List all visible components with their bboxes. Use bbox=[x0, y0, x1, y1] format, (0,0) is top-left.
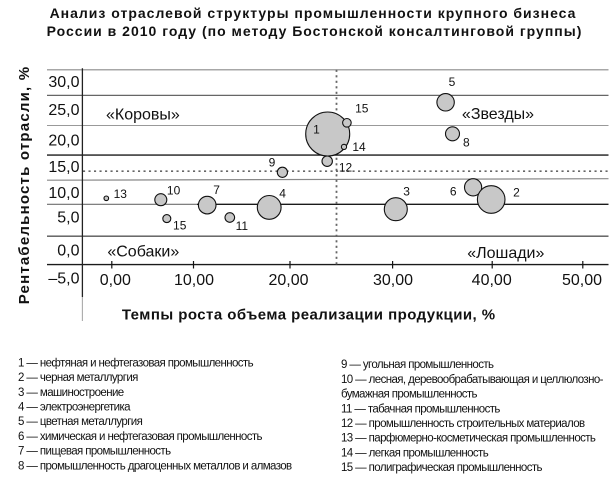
svg-text:3 — машиностроение: 3 — машиностроение bbox=[18, 387, 124, 399]
svg-text:9: 9 bbox=[269, 156, 276, 170]
svg-text:бумажная промышленность: бумажная промышленность bbox=[341, 389, 478, 401]
svg-text:4: 4 bbox=[279, 187, 286, 201]
svg-text:15: 15 bbox=[173, 218, 187, 232]
svg-text:50,00: 50,00 bbox=[562, 272, 602, 289]
svg-text:Анализ отраслевой структуры пр: Анализ отраслевой структуры промышленнос… bbox=[50, 5, 577, 21]
svg-text:11 — табачная промышленность: 11 — табачная промышленность bbox=[341, 403, 500, 415]
svg-text:30,0: 30,0 bbox=[48, 74, 79, 91]
svg-text:12 — промышленность строительн: 12 — промышленность строительных материа… bbox=[341, 418, 585, 430]
svg-text:15 — полиграфическая промышлен: 15 — полиграфическая промышленность bbox=[341, 462, 543, 474]
svg-text:8: 8 bbox=[463, 135, 470, 149]
svg-text:9 — угольная промышленность: 9 — угольная промышленность bbox=[341, 359, 494, 371]
svg-text:Темпы роста объема реализации: Темпы роста объема реализации продукции,… bbox=[122, 307, 496, 324]
svg-text:7 — пищевая промышленность: 7 — пищевая промышленность bbox=[18, 446, 171, 458]
svg-text:10,0: 10,0 bbox=[48, 185, 79, 202]
svg-text:10: 10 bbox=[167, 184, 181, 198]
svg-text:Рентабельность отрасли, %: Рентабельность отрасли, % bbox=[16, 66, 33, 305]
svg-text:7: 7 bbox=[213, 183, 220, 197]
svg-text:–5,0: –5,0 bbox=[48, 271, 79, 288]
svg-text:11: 11 bbox=[236, 219, 249, 233]
svg-text:15: 15 bbox=[355, 102, 369, 116]
svg-text:0,00: 0,00 bbox=[100, 272, 131, 289]
svg-text:12: 12 bbox=[339, 161, 353, 175]
svg-text:8 — промышленность драгоценны: 8 — промышленность драгоценных металлов … bbox=[18, 460, 292, 472]
svg-text:5,0: 5,0 bbox=[57, 209, 79, 226]
svg-text:России в 2010 году (по методу: России в 2010 году (по методу Бостонской… bbox=[47, 23, 583, 39]
svg-text:2: 2 bbox=[513, 186, 520, 200]
svg-text:20,0: 20,0 bbox=[48, 132, 79, 149]
svg-text:«Коровы»: «Коровы» bbox=[106, 107, 180, 124]
svg-text:4 — электроэнергетика: 4 — электроэнергетика bbox=[18, 402, 131, 414]
svg-text:13: 13 bbox=[114, 187, 128, 201]
svg-text:40,00: 40,00 bbox=[472, 272, 512, 289]
svg-text:5 — цветная металлургия: 5 — цветная металлургия bbox=[18, 416, 143, 428]
svg-text:15,0: 15,0 bbox=[48, 159, 79, 176]
svg-text:14: 14 bbox=[352, 140, 366, 154]
svg-text:20,00: 20,00 bbox=[268, 272, 308, 289]
svg-text:6 — химическая и нефтегазовая: 6 — химическая и нефтегазовая промышленн… bbox=[18, 431, 263, 443]
svg-text:30,00: 30,00 bbox=[373, 272, 413, 289]
svg-text:10,00: 10,00 bbox=[174, 272, 214, 289]
svg-text:13 — парфюмерно-косметическая: 13 — парфюмерно-косметическая промышленн… bbox=[341, 433, 596, 445]
svg-text:«Звезды»: «Звезды» bbox=[462, 106, 534, 123]
svg-text:10 — лесная, деревообрабатываю: 10 — лесная, деревообрабатывающая и целл… bbox=[341, 374, 604, 386]
svg-text:1 — нефтяная и нефтегазовая пр: 1 — нефтяная и нефтегазовая промышленнос… bbox=[18, 357, 254, 369]
svg-text:«Собаки»: «Собаки» bbox=[107, 244, 179, 261]
svg-text:3: 3 bbox=[403, 184, 410, 198]
svg-text:1: 1 bbox=[313, 123, 320, 137]
svg-text:0,0: 0,0 bbox=[57, 243, 79, 260]
svg-text:«Лошади»: «Лошади» bbox=[467, 245, 544, 262]
svg-text:14 — легкая промышленность: 14 — легкая промышленность bbox=[341, 447, 489, 459]
svg-text:2 — черная металлургия: 2 — черная металлургия bbox=[18, 372, 138, 384]
svg-text:6: 6 bbox=[450, 185, 457, 199]
svg-text:25,0: 25,0 bbox=[48, 102, 79, 119]
svg-text:5: 5 bbox=[449, 75, 456, 89]
